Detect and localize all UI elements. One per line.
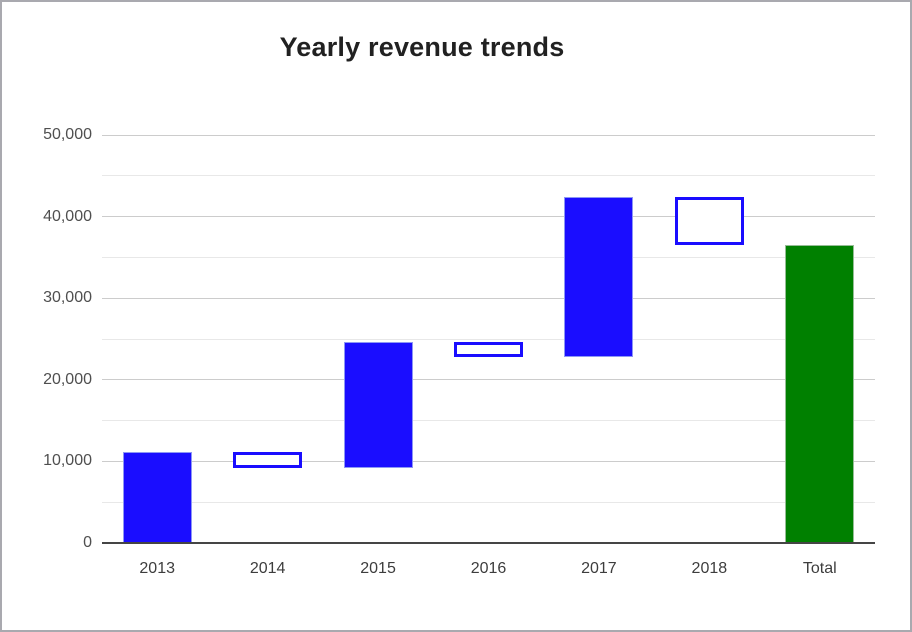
x-axis-category-label: 2013 (139, 560, 175, 577)
waterfall-bar-2013 (122, 451, 192, 543)
plot-area (102, 134, 875, 544)
x-axis-category-label: 2015 (360, 560, 396, 577)
waterfall-bar-2018 (674, 197, 744, 246)
waterfall-bar-total (785, 245, 855, 543)
gridline-minor (102, 420, 875, 422)
waterfall-bar-2017 (564, 197, 634, 357)
chart-title: Yearly revenue trends (279, 32, 565, 62)
x-axis-category-label: Total (802, 560, 837, 577)
waterfall-bar-2014 (233, 451, 303, 468)
x-axis-category-label: 2016 (470, 560, 507, 577)
y-axis-tick-label: 40,000 (43, 207, 92, 225)
y-axis-tick-label: 20,000 (43, 370, 92, 388)
x-axis-category-label: 2018 (691, 560, 728, 577)
waterfall-bar-2015 (343, 342, 413, 468)
y-axis-tick-label: 0 (83, 534, 92, 551)
gridline-minor (102, 501, 875, 503)
gridline-major (102, 134, 875, 136)
y-axis-tick-label: 10,000 (43, 452, 92, 470)
x-axis-category-label: 2017 (581, 560, 617, 577)
gridline-major (102, 297, 875, 299)
gridline-minor (102, 338, 875, 340)
waterfall-bar-2016 (454, 342, 523, 357)
y-axis-tick-label: 50,000 (43, 126, 92, 143)
gridline-major (102, 460, 875, 462)
gridline-major (102, 216, 875, 218)
gridline-major (102, 379, 875, 381)
gridline-minor (102, 256, 875, 258)
x-axis-baseline (102, 542, 875, 544)
gridline-minor (102, 175, 875, 177)
x-axis-category-label: 2014 (249, 560, 286, 577)
y-axis-tick-label: 30,000 (43, 289, 92, 307)
